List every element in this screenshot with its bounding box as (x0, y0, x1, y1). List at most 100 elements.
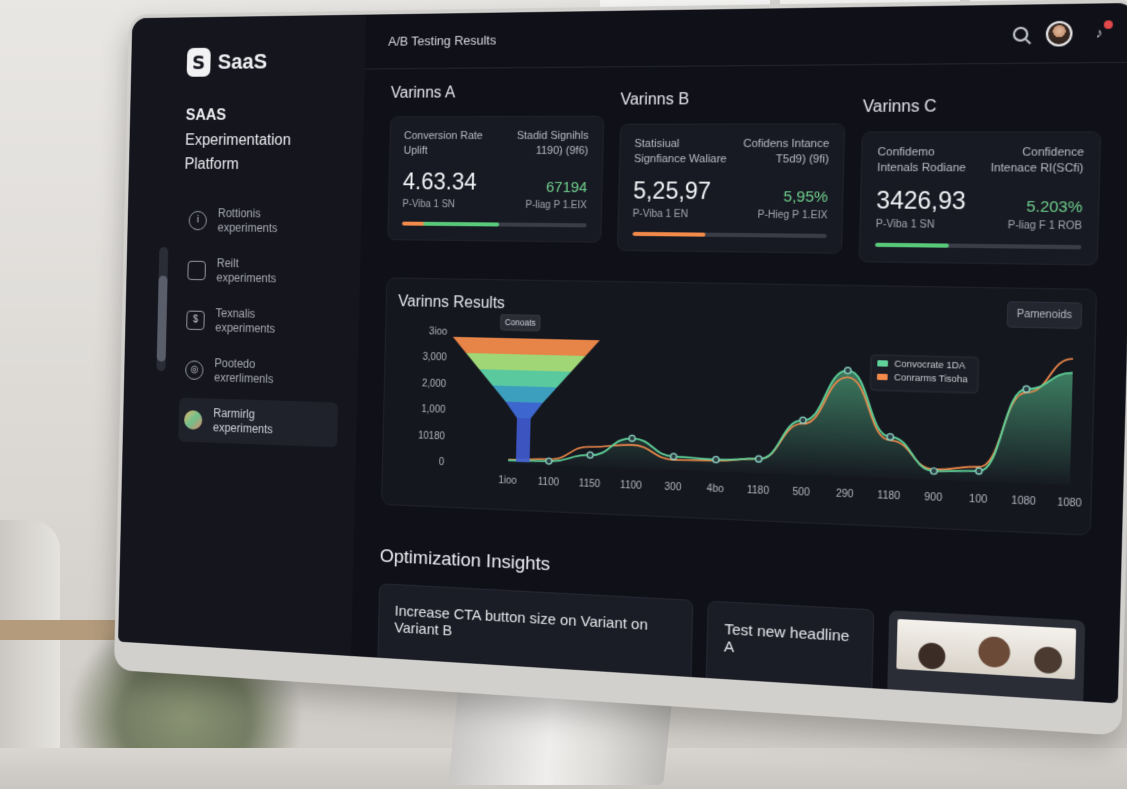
folder-icon (187, 261, 206, 280)
progress-fill (402, 221, 499, 226)
main-content: A/B Testing Results ♪ Varinns A Conversi… (351, 3, 1127, 704)
metric-value: 5,25,97 (633, 177, 711, 205)
sidebar-item-rarmirlg[interactable]: Rarmirlg experiments (178, 397, 338, 447)
dollar-square-icon: $ (186, 310, 205, 330)
metric-card[interactable]: Statisiual Signfiance Waliare Cofidens I… (617, 123, 846, 253)
sidebar-item-pootedo[interactable]: ◎ Pootedo exrerlimenls (179, 348, 339, 397)
funnel-segment (505, 401, 543, 418)
data-point (629, 435, 635, 441)
metric-card[interactable]: Conversion Rate Uplift Stadid Signihls 1… (387, 116, 604, 243)
data-point (931, 468, 938, 475)
data-point (756, 455, 762, 461)
tooltip-label: Conoats (505, 318, 536, 328)
sidebar: S SaaS SAAS Experimentation Platform i R… (118, 15, 366, 656)
x-tick-label: 500 (792, 486, 810, 498)
data-point (976, 467, 983, 474)
info-circle-icon: i (189, 211, 208, 230)
metric-card[interactable]: Confidemo Intenals Rodiane Confidence In… (859, 131, 1101, 265)
data-point (671, 453, 677, 459)
platform-title: SAAS Experimentation Platform (184, 103, 345, 178)
results-title: Varinns Results (398, 293, 505, 313)
insight-card[interactable]: Test new headline A (705, 600, 874, 702)
x-tick-label: 1080 (1011, 495, 1036, 508)
p-value-label: P-liag F 1 ROB (1008, 220, 1082, 232)
variant-name: Varinns A (391, 84, 605, 103)
variant-c: Varinns C Confidemo Intenals Rodiane Con… (859, 80, 1102, 265)
metric-label: Confidemo Intenals Rodiane (877, 145, 978, 176)
metric-significance: 67194 (546, 179, 588, 196)
legend-label: Convocrate 1DA (894, 358, 965, 371)
y-tick-label: 3ioo (429, 326, 447, 338)
x-tick-label: 1100 (620, 479, 642, 491)
p-value-label: P-Viba 1 SN (402, 199, 455, 210)
sidebar-item-label: Pootedo exrerlimenls (214, 356, 274, 387)
notification-dot (1104, 20, 1113, 29)
platform-title-line1: SAAS (185, 103, 345, 128)
team-photo (896, 619, 1076, 680)
logo-icon: S (187, 48, 211, 77)
x-tick-label: 290 (836, 488, 854, 500)
sidebar-scroll-thumb[interactable] (157, 276, 168, 362)
y-tick-label: 1,000 (421, 404, 445, 416)
sidebar-item-texnalis[interactable]: $ Texnalis experiments (181, 298, 341, 346)
sidebar-item-reilt[interactable]: Reilt experiments (182, 248, 342, 295)
funnel-segment (466, 353, 586, 372)
legend-label: Conrarms Tisoha (894, 371, 968, 384)
data-point (587, 452, 593, 458)
topbar: A/B Testing Results ♪ (365, 3, 1127, 70)
progress-bar (875, 242, 1081, 249)
funnel-segment (479, 369, 571, 388)
sidebar-item-rottionis[interactable]: i Rottionis experiments (183, 198, 343, 244)
y-tick-label: 0 (439, 456, 445, 467)
x-tick-label: 1180 (877, 489, 900, 502)
metric-label: Confidence Intenace RI(SCfi) (977, 145, 1084, 177)
notification-icon[interactable]: ♪ (1090, 24, 1108, 41)
progress-fill (875, 242, 948, 247)
progress-fill (632, 232, 705, 237)
results-chart: 3ioo 3,000 2,000 1,000 10180 0 1ioo 1100 1150 110… (382, 311, 1118, 534)
avatar[interactable] (1046, 20, 1073, 46)
target-circle-icon: ◎ (185, 360, 204, 380)
x-tick-label: 1ioo (498, 475, 517, 487)
variants-row: Varinns A Conversion Rate Uplift Stadid … (387, 80, 1103, 265)
variant-b: Varinns B Statisiual Signfiance Waliare … (616, 82, 846, 262)
progress-bar (632, 232, 827, 238)
multicolor-icon (184, 410, 203, 430)
p-value-label: P-Hieg P 1.EIX (757, 209, 827, 221)
data-point (845, 367, 851, 373)
metric-significance: 5,95% (783, 188, 828, 206)
variant-name: Varinns C (863, 97, 1102, 117)
data-point (800, 417, 806, 423)
screen: S SaaS SAAS Experimentation Platform i R… (118, 3, 1127, 704)
metric-label: Conversion Rate Uplift (403, 129, 488, 158)
data-point (1023, 386, 1030, 393)
funnel-stem (516, 418, 531, 462)
x-tick-label: 1150 (579, 478, 601, 490)
data-point (546, 458, 552, 464)
search-icon[interactable] (1013, 26, 1029, 41)
sidebar-item-label: Rarmirlg experiments (213, 406, 274, 437)
sidebar-item-label: Texnalis experiments (215, 306, 276, 336)
x-tick-label: 100 (969, 493, 987, 506)
brand-logo[interactable]: S SaaS (187, 46, 347, 77)
p-value-label: P-Viba 1 SN (876, 219, 935, 231)
insights-row: Increase CTA button size on Variant on V… (377, 583, 1089, 704)
metric-significance: 5.203% (1026, 198, 1083, 216)
variants-results-panel: Varinns Results Pamenoids 3ioo 3,000 2,000… (381, 277, 1097, 535)
insight-card[interactable]: Increase CTA button size on Variant on V… (377, 583, 693, 691)
data-point (887, 433, 894, 439)
funnel-segment (492, 385, 557, 403)
page-title: A/B Testing Results (388, 33, 496, 49)
insight-image-card[interactable] (887, 610, 1085, 704)
y-tick-label: 10180 (418, 430, 445, 442)
x-tick-label: 1080 (1057, 497, 1082, 510)
data-point (713, 456, 719, 462)
metric-label: Stadid Signihls 1190) (9f6) (487, 129, 588, 159)
platform-title-line2: Experimentation Platform (184, 128, 344, 178)
monitor: S SaaS SAAS Experimentation Platform i R… (114, 0, 1127, 736)
x-tick-label: 1100 (538, 476, 559, 488)
metric-label: Statisiual Signfiance Waliare (634, 137, 732, 167)
sidebar-item-label: Reilt experiments (216, 256, 277, 286)
x-tick-label: 900 (924, 491, 942, 504)
variant-name: Varinns B (620, 90, 846, 109)
